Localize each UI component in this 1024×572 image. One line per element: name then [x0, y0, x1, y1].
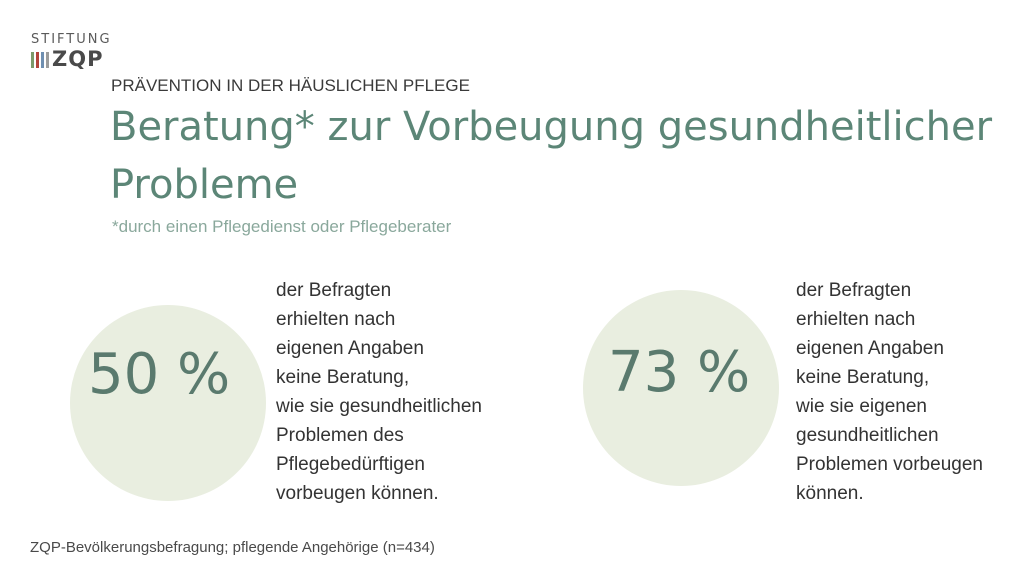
desc-line: erhielten nach: [276, 309, 396, 330]
logo-wordmark: ZQP: [52, 47, 104, 71]
desc-line: erhielten nach: [796, 309, 916, 330]
logo-bar-1: [31, 52, 34, 68]
desc-line: der Befragten: [796, 280, 912, 301]
stat-description-left: der Befragten erhielten nach eigenen Ang…: [276, 276, 556, 508]
zqp-logo: STIFTUNG ZQP: [31, 32, 121, 74]
title-footnote: *durch einen Pflegedienst oder Pflegeber…: [112, 217, 452, 236]
desc-line: gesundheitlichen: [796, 425, 939, 446]
desc-line: können.: [796, 483, 864, 504]
source-note: ZQP-Bevölkerungsbefragung; pflegende Ang…: [30, 539, 435, 556]
desc-line: Pflegebedürftigen: [276, 454, 425, 475]
desc-line: wie sie eigenen: [796, 396, 927, 417]
desc-line: der Befragten: [276, 280, 392, 301]
desc-line: vorbeugen können.: [276, 483, 439, 504]
desc-line: eigenen Angaben: [796, 338, 944, 359]
desc-line: wie sie gesundheitlichen: [276, 396, 482, 417]
stat-circle-left: [70, 305, 266, 501]
logo-bar-4: [46, 52, 49, 68]
logo-bars-icon: [31, 52, 49, 68]
desc-line: keine Beratung,: [276, 367, 410, 388]
stat-percent-right: 73 %: [608, 340, 751, 405]
desc-line: Problemen vorbeugen: [796, 454, 983, 475]
logo-bar-3: [41, 52, 44, 68]
stat-description-right: der Befragten erhielten nach eigenen Ang…: [796, 276, 1016, 508]
desc-line: eigenen Angaben: [276, 338, 424, 359]
desc-line: keine Beratung,: [796, 367, 930, 388]
desc-line: Problemen des: [276, 425, 404, 446]
stat-circle-right: [583, 290, 779, 486]
page-title: Beratung* zur Vorbeugung gesundheitliche…: [110, 104, 993, 208]
logo-bar-2: [36, 52, 39, 68]
logo-foundation-text: STIFTUNG: [31, 32, 112, 47]
section-kicker: PRÄVENTION IN DER HÄUSLICHEN PFLEGE: [111, 76, 470, 95]
stat-percent-left: 50 %: [88, 342, 231, 407]
